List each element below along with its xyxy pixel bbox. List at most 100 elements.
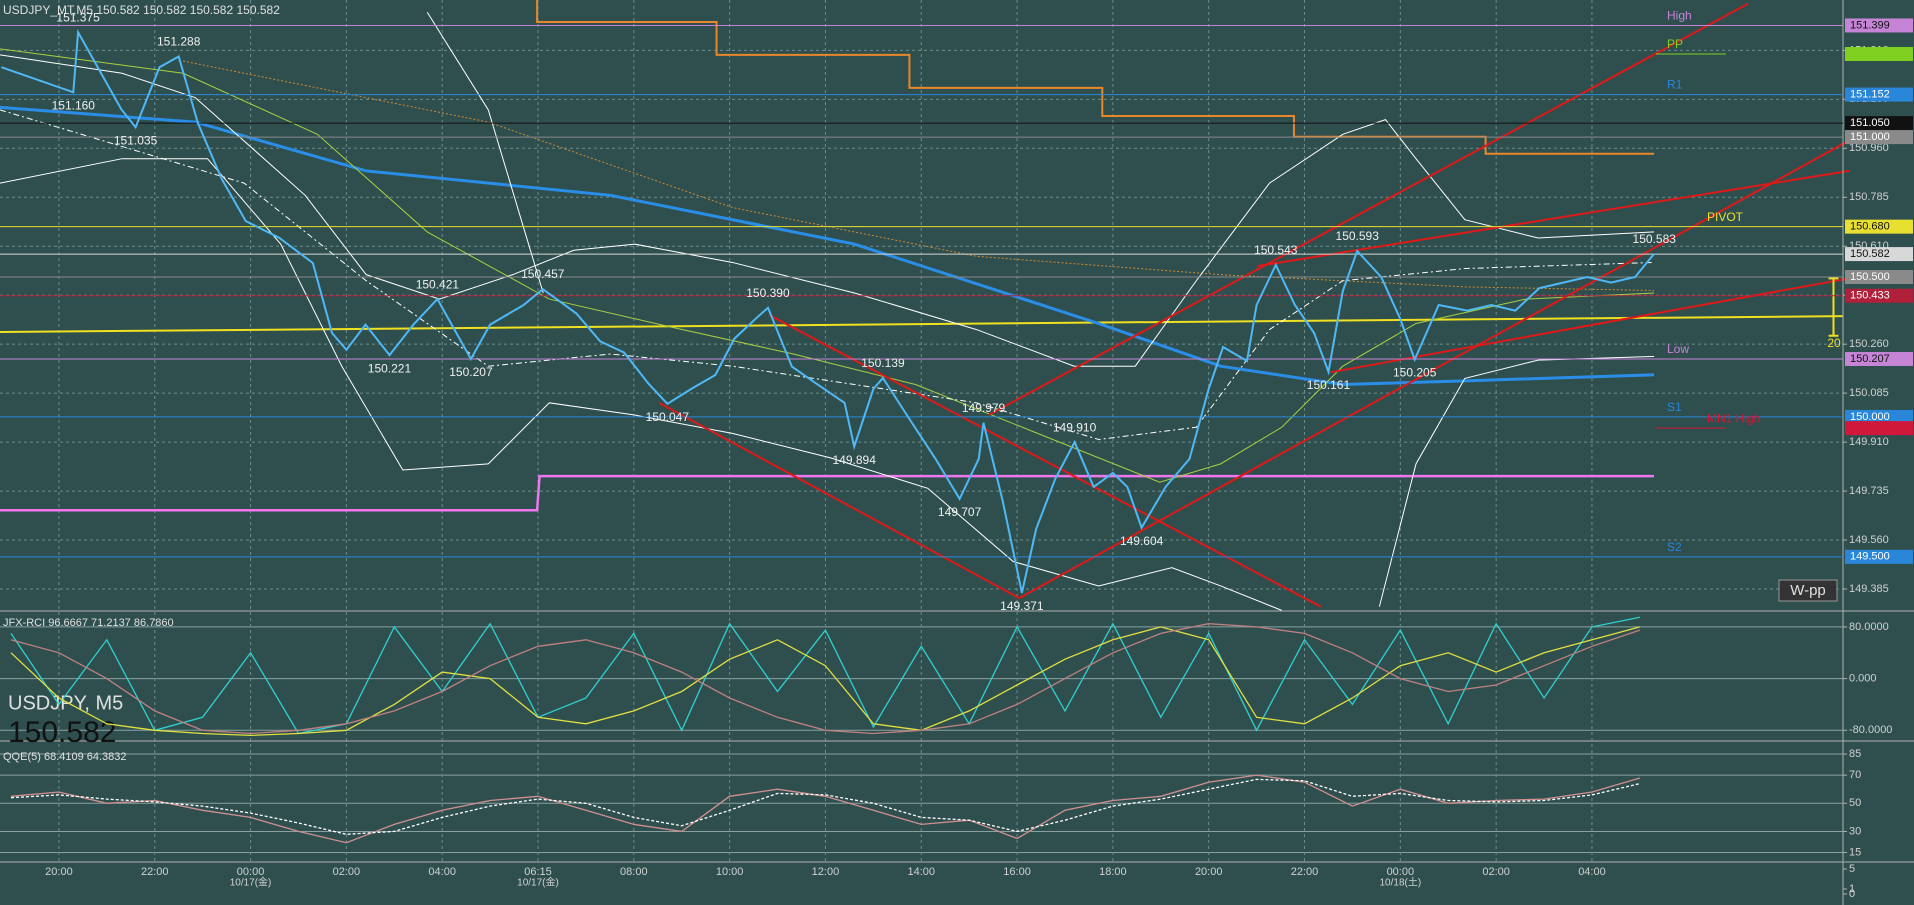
x-tick-label: 22:00 <box>141 866 169 878</box>
x-tick-label: 12:00 <box>812 866 840 878</box>
y-tick-label: 149.560 <box>1849 534 1889 546</box>
level-box-label: 151.000 <box>1850 131 1890 143</box>
yellow-line <box>0 316 1843 332</box>
date-label: 10/17(金) <box>230 876 272 889</box>
x-tick-label: 22:00 <box>1291 866 1319 878</box>
level-name: S1 <box>1667 400 1682 414</box>
x-tick-label: 04:00 <box>428 866 456 878</box>
y-tick-label: 150.785 <box>1849 191 1889 203</box>
y-tick-label: 149.385 <box>1849 583 1889 595</box>
level-box-label: 150.500 <box>1850 271 1890 283</box>
x-tick-label: 08:00 <box>620 866 648 878</box>
trend-line <box>1257 171 1849 266</box>
level-box-label: 150.582 <box>1850 248 1890 260</box>
indicator-line <box>10 774 1641 844</box>
swing-label: 149.894 <box>832 453 876 467</box>
button-box[interactable] <box>1778 579 1838 602</box>
swing-label: 149.707 <box>938 505 982 519</box>
swing-label: 151.288 <box>157 35 201 49</box>
x-tick-label: 14:00 <box>907 866 935 878</box>
swing-label: 150.221 <box>368 361 412 375</box>
level-name: R1 <box>1667 78 1683 92</box>
y-tick-label: 70 <box>1849 769 1861 781</box>
level-name: PIVOT <box>1707 210 1744 224</box>
level-name: S2 <box>1667 540 1682 554</box>
x-tick-label: 02:00 <box>1482 866 1510 878</box>
button-label[interactable]: W-pp <box>1790 582 1826 599</box>
range-marker <box>1829 278 1839 335</box>
trend-lines <box>659 4 1849 607</box>
level-name: PP <box>1667 37 1683 51</box>
y-tick-label: 50 <box>1849 797 1861 809</box>
y-tick-label: 0.000 <box>1849 672 1877 684</box>
swing-label: 150.139 <box>861 356 905 370</box>
x-tick-label: 02:00 <box>333 866 361 878</box>
qqe-title: QQE(5) 68.4109 64.3832 <box>3 751 127 763</box>
indicator-line <box>10 616 1641 735</box>
y-tick-label: 150.085 <box>1849 387 1889 399</box>
swing-label: 149.371 <box>1000 599 1044 613</box>
y-tick-label: 5 <box>1849 863 1855 875</box>
swing-label: 151.035 <box>114 133 158 147</box>
level-box-label: 151.399 <box>1850 19 1890 31</box>
date-label: 10/17(金) <box>517 876 559 889</box>
level-box-label: 150.433 <box>1850 290 1890 302</box>
indicator-line <box>10 623 1641 735</box>
date-label: 10/18(土) <box>1379 876 1421 889</box>
level-box <box>1845 130 1913 145</box>
swing-label: 150.047 <box>646 410 690 424</box>
swing-label: 150.390 <box>746 286 790 300</box>
level-box <box>1845 116 1913 131</box>
level-box <box>1845 87 1913 102</box>
level-name: High <box>1667 9 1692 23</box>
level-box <box>1845 219 1913 234</box>
bollinger-lower <box>0 159 1282 611</box>
y-tick-label: -80.0000 <box>1849 724 1892 736</box>
level-box <box>1845 270 1913 285</box>
w-pp-button[interactable]: W-pp <box>1778 579 1838 602</box>
level-box-label: 151.152 <box>1850 88 1890 100</box>
orange-ma <box>183 61 1654 290</box>
trend-line <box>659 403 1019 598</box>
x-tick-label: 00:00 <box>237 866 265 878</box>
x-tick-label: 20:00 <box>1195 866 1223 878</box>
trend-line <box>989 4 1748 415</box>
level-name: Low <box>1667 342 1689 356</box>
level-box <box>1845 421 1913 436</box>
swing-label: 149.604 <box>1120 534 1164 548</box>
y-tick-label: 150.960 <box>1849 142 1889 154</box>
blue-ma <box>0 107 1654 384</box>
swing-label: 151.375 <box>56 10 100 24</box>
x-tick-label: 04:00 <box>1578 866 1606 878</box>
swing-label: 150.583 <box>1633 232 1677 246</box>
trend-line <box>769 315 1321 607</box>
swing-label: 150.207 <box>449 365 493 379</box>
bollinger-outer <box>427 12 543 293</box>
level-box <box>1845 288 1913 303</box>
swing-label: 151.160 <box>52 99 96 113</box>
price-label: 150.582 <box>8 716 116 749</box>
level-box <box>1845 247 1913 262</box>
y-tick-label: 15 <box>1849 846 1861 858</box>
level-box-label: 151.050 <box>1850 117 1890 129</box>
level-name: MN1 High <box>1707 411 1760 425</box>
level-box-label: 149.500 <box>1850 551 1890 563</box>
swing-label: 150.161 <box>1307 378 1351 392</box>
swing-label: 150.205 <box>1393 366 1437 380</box>
x-tick-label: 06:15 <box>524 866 552 878</box>
swing-label: 150.457 <box>521 267 565 281</box>
y-tick-label: 149.735 <box>1849 485 1889 497</box>
x-tick-label: 10:00 <box>716 866 744 878</box>
price-line <box>1 28 1655 594</box>
indicator-line <box>10 626 1641 737</box>
swing-label: 150.543 <box>1254 243 1298 257</box>
bollinger-upper <box>0 55 1654 366</box>
swing-label: 150.593 <box>1336 229 1380 243</box>
trend-line <box>1019 140 1849 598</box>
x-tick-label: 20:00 <box>45 866 73 878</box>
level-box <box>1845 18 1913 33</box>
level-box <box>1845 352 1913 367</box>
bollinger-middle <box>0 110 1654 440</box>
